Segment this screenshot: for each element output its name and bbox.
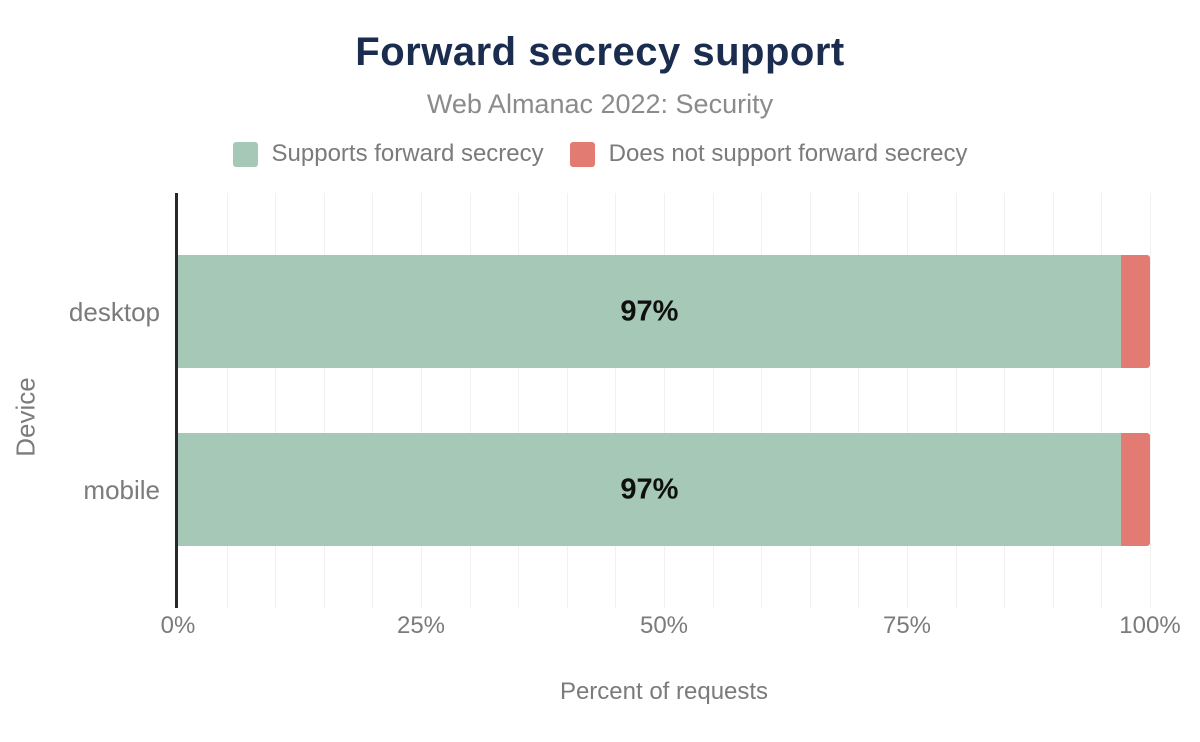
gridline: [421, 193, 422, 608]
gridline: [372, 193, 374, 608]
gridline: [323, 193, 325, 608]
gridline: [1150, 193, 1151, 608]
gridline: [809, 193, 811, 608]
x-tick-label: 100%: [1119, 612, 1181, 639]
bar-segment-mobile: [1120, 433, 1150, 546]
chart-title: Forward secrecy support: [355, 30, 845, 74]
y-tick-label-desktop: desktop: [68, 296, 160, 327]
gridline: [712, 193, 714, 608]
legend-swatch-icon: [569, 141, 595, 167]
legend-item: Does not support forward secrecy: [569, 140, 968, 168]
x-axis-title: Percent of requests: [559, 678, 769, 705]
x-tick-label: 75%: [882, 612, 932, 639]
bar-row-mobile: 97%: [178, 433, 1150, 546]
x-tick-label: 0%: [160, 612, 196, 639]
legend-swatch-icon: [232, 141, 258, 167]
gridline: [518, 193, 520, 608]
plot-area: 97% 97%: [175, 193, 1151, 608]
legend: Supports forward secrecy Does not support…: [0, 140, 1200, 168]
gridline: [615, 193, 617, 608]
bar-segment-desktop: [178, 255, 1121, 368]
gridline: [907, 193, 908, 608]
bar-value-label: 97%: [620, 473, 679, 505]
gridline: [275, 193, 277, 608]
gridline: [858, 193, 860, 608]
bar-segment-mobile: [178, 433, 1121, 546]
legend-item: Supports forward secrecy: [232, 140, 544, 168]
gridline: [226, 193, 228, 608]
gridline: [1101, 193, 1103, 608]
legend-label: Does not support forward secrecy: [608, 140, 968, 167]
gridline: [1004, 193, 1006, 608]
gridline: [1052, 193, 1054, 608]
bar-row-desktop: 97%: [178, 255, 1150, 368]
bar-value-label: 97%: [620, 295, 679, 327]
legend-label: Supports forward secrecy: [271, 140, 544, 167]
bar-segment-desktop: [1120, 255, 1150, 368]
gridline: [761, 193, 763, 608]
y-axis-line: [175, 193, 178, 608]
gridline: [664, 193, 665, 608]
gridline: [955, 193, 957, 608]
x-tick-label: 25%: [396, 612, 446, 639]
y-axis-title: Device: [10, 377, 41, 457]
y-tick-label-mobile: mobile: [83, 474, 160, 505]
gridline: [469, 193, 471, 608]
gridline: [566, 193, 568, 608]
chart-subtitle: Web Almanac 2022: Security: [426, 89, 774, 119]
x-tick-label: 50%: [639, 612, 689, 639]
